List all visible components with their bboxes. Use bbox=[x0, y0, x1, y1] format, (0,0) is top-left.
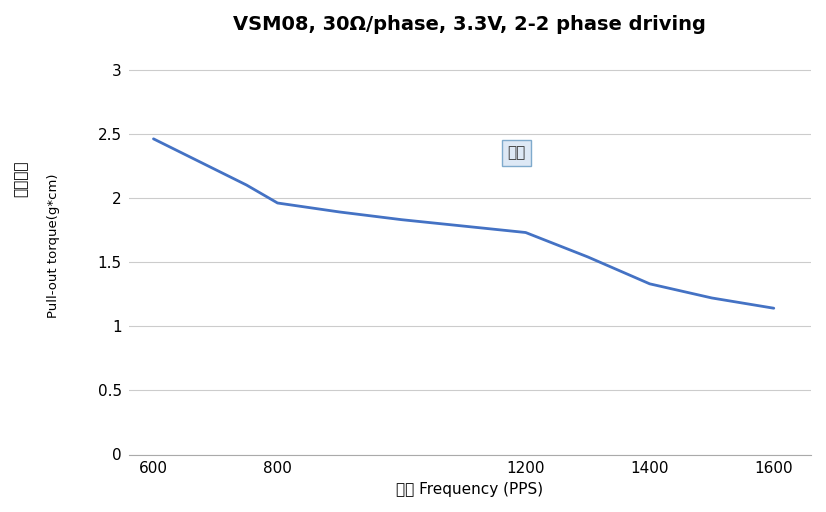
Text: 牵出扭矩: 牵出扭矩 bbox=[13, 161, 28, 198]
Text: Pull-out torque(g*cm): Pull-out torque(g*cm) bbox=[47, 174, 60, 318]
X-axis label: 频率 Frequency (PPS): 频率 Frequency (PPS) bbox=[396, 482, 544, 497]
Title: VSM08, 30Ω/phase, 3.3V, 2-2 phase driving: VSM08, 30Ω/phase, 3.3V, 2-2 phase drivin… bbox=[234, 15, 706, 34]
Text: 复制: 复制 bbox=[507, 145, 525, 160]
